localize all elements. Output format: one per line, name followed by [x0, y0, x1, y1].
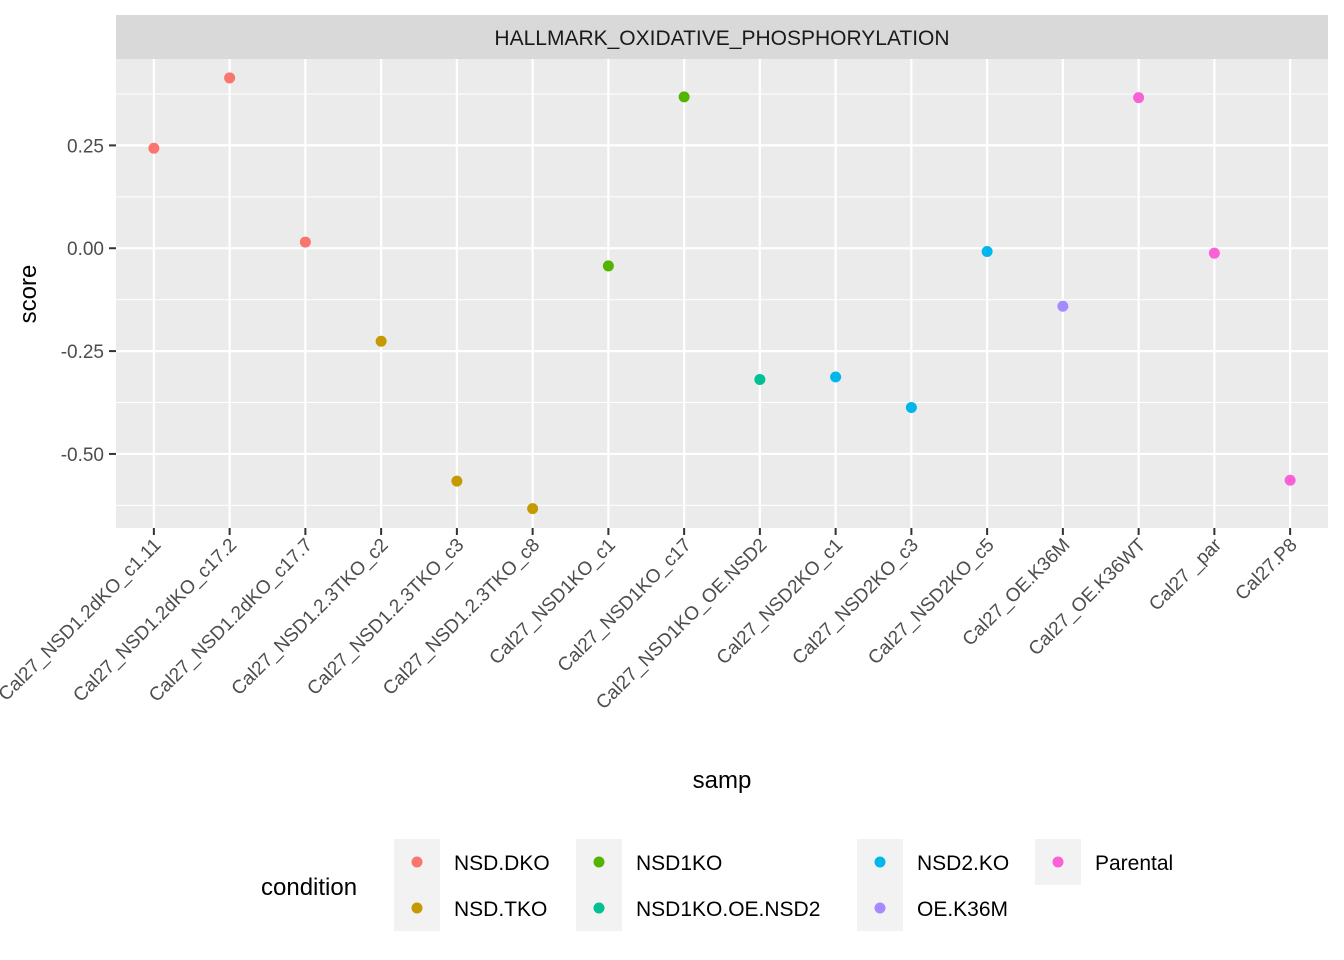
legend-label: NSD.TKO — [454, 898, 547, 921]
y-axis: 0.25 0.00 -0.25 -0.50 — [61, 136, 116, 466]
data-point — [602, 260, 614, 272]
data-point — [1057, 300, 1069, 312]
legend-swatch — [874, 902, 886, 914]
major-gridlines — [116, 59, 1328, 528]
data-point — [375, 335, 387, 347]
legend-swatch — [593, 902, 605, 914]
data-point — [1284, 474, 1296, 486]
legend-label: NSD2.KO — [917, 852, 1009, 875]
y-tick-label: -0.25 — [61, 342, 104, 363]
legend-label: NSD1KO — [636, 852, 722, 875]
y-axis-title: score — [15, 265, 42, 324]
data-point — [1133, 92, 1145, 104]
y-tick-label: 0.00 — [67, 239, 104, 260]
legend-swatch — [411, 902, 423, 914]
data-point — [451, 475, 463, 487]
y-tick-label: -0.50 — [61, 445, 104, 466]
legend-label: Parental — [1095, 852, 1173, 875]
data-point — [830, 371, 842, 383]
legend-swatch — [593, 856, 605, 868]
legend-swatch — [1052, 856, 1064, 868]
data-points — [148, 72, 1296, 515]
facet-strip — [116, 15, 1328, 59]
data-point — [148, 142, 160, 154]
data-point — [678, 91, 690, 103]
facet-title: HALLMARK_OXIDATIVE_PHOSPHORYLATION — [494, 27, 949, 50]
data-point — [981, 246, 993, 258]
minor-gridlines — [116, 93, 1328, 506]
legend: condition NSD.DKO NSD.TKO NSD1KO NSD1KO.OE.… — [261, 839, 1173, 931]
data-point — [1208, 247, 1220, 259]
y-tick-label: 0.25 — [67, 136, 104, 157]
legend-label: NSD1KO.OE.NSD2 — [636, 898, 820, 921]
x-axis-title: samp — [693, 767, 752, 794]
plot-panel — [116, 59, 1328, 528]
legend-label: OE.K36M — [917, 898, 1008, 921]
legend-title: condition — [261, 874, 357, 901]
legend-label: NSD.DKO — [454, 852, 550, 875]
legend-swatch — [874, 856, 886, 868]
data-point — [224, 72, 236, 84]
legend-swatch — [411, 856, 423, 868]
data-point — [905, 401, 917, 413]
data-point — [754, 373, 766, 385]
data-point — [299, 236, 311, 248]
data-point — [527, 503, 539, 515]
